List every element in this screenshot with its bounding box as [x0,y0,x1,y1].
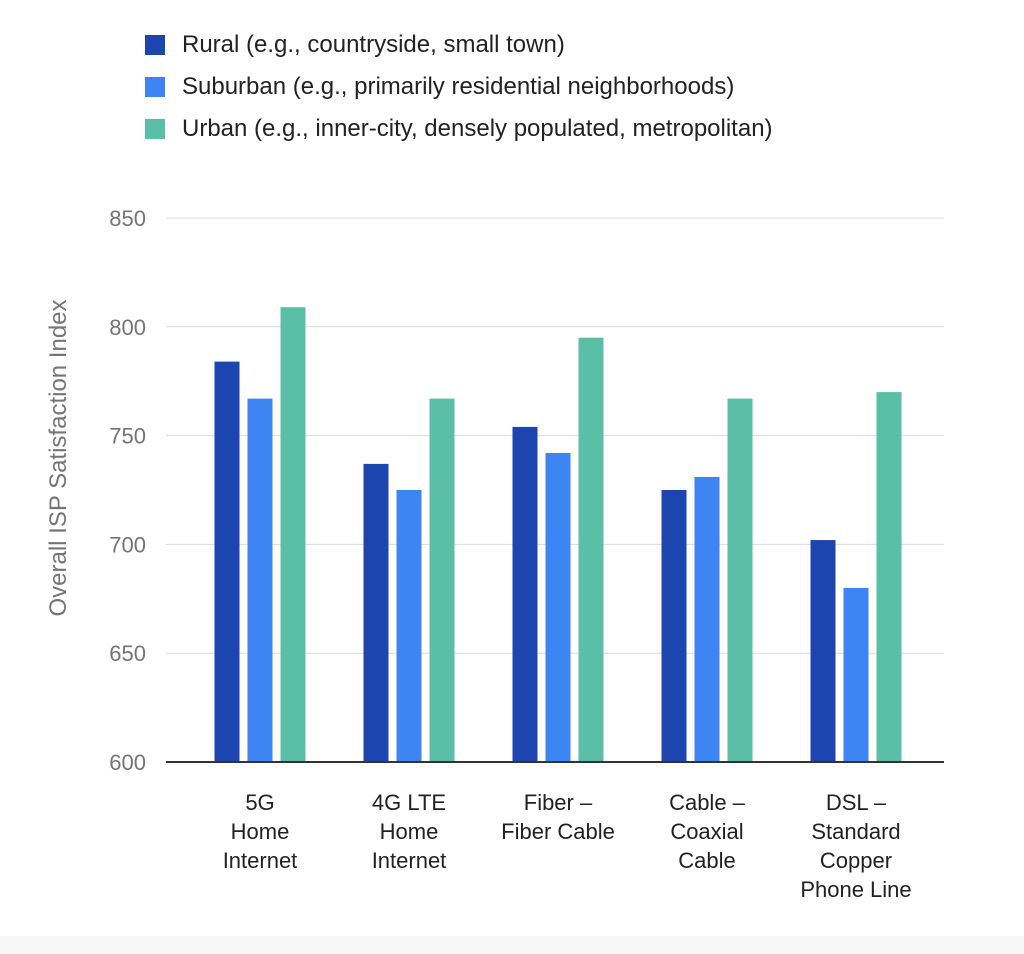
x-tick-label: 5G [245,790,274,815]
bar [578,337,604,762]
legend-swatch-urban [145,119,165,139]
y-tick-label: 750 [109,424,146,449]
x-tick-label: Phone Line [800,877,911,902]
x-tick-label: Internet [372,848,447,873]
x-tick-label: Fiber – [524,790,593,815]
x-tick-label: Coaxial [670,819,743,844]
legend-swatch-rural [145,35,165,55]
bar [661,490,687,762]
bar [694,476,720,762]
x-tick-label: Copper [820,848,892,873]
x-tick-label: Cable – [669,790,746,815]
x-tick-label: Standard [811,819,900,844]
x-tick-label: Fiber Cable [501,819,615,844]
bar [843,587,869,762]
x-tick-label: Home [380,819,439,844]
legend-label-suburban: Suburban (e.g., primarily residential ne… [182,73,735,100]
bar [876,392,902,762]
y-axis-title: Overall ISP Satisfaction Index [45,299,72,616]
legend-label-rural: Rural (e.g., countryside, small town) [182,31,565,58]
legend-swatch-suburban [145,77,165,97]
bar [214,361,240,762]
bar [727,398,753,762]
bar [280,307,306,762]
y-tick-label: 600 [109,750,146,775]
bar [247,398,273,762]
bar [363,463,389,762]
bottom-edge [0,936,1024,954]
bar [545,453,571,762]
legend-label-urban: Urban (e.g., inner-city, densely populat… [182,115,773,142]
x-tick-label: Home [231,819,290,844]
legend-item-urban: Urban (e.g., inner-city, densely populat… [145,108,773,150]
x-tick-label: Internet [223,848,298,873]
bar [429,398,455,762]
y-tick-label: 800 [109,315,146,340]
legend: Rural (e.g., countryside, small town) Su… [145,24,773,150]
x-tick-label: DSL – [826,790,887,815]
x-tick-label: Cable [678,848,735,873]
bar [810,540,836,762]
y-tick-label: 650 [109,641,146,666]
legend-item-rural: Rural (e.g., countryside, small town) [145,24,773,66]
bar [396,490,422,762]
bar [512,426,538,762]
y-tick-label: 850 [109,206,146,231]
x-tick-label: 4G LTE [372,790,446,815]
y-tick-label: 700 [109,532,146,557]
legend-item-suburban: Suburban (e.g., primarily residential ne… [145,66,773,108]
